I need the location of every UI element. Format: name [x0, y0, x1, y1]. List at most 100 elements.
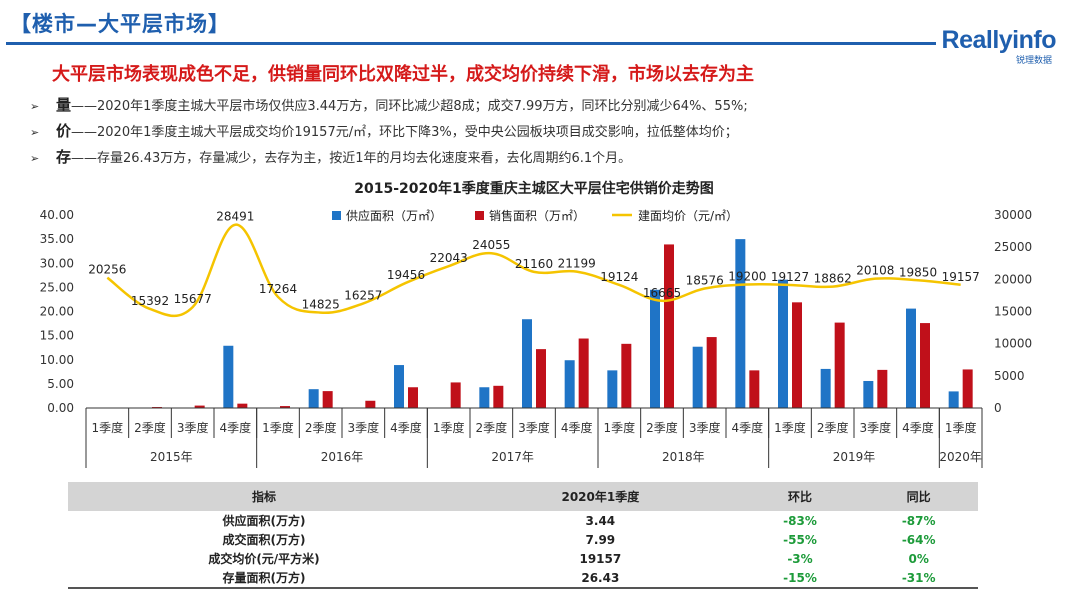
- supply-bar: [778, 279, 788, 408]
- x-tick-label: 3季度: [860, 420, 892, 435]
- row-label: 成交均价(元/平方米): [208, 552, 320, 566]
- supply-bar: [820, 368, 831, 408]
- x-tick-label: 3季度: [177, 420, 209, 435]
- price-data-label: 18576: [686, 273, 724, 287]
- x-tick-label: 4季度: [902, 420, 934, 435]
- arrow-bullet-icon: ➢: [30, 100, 40, 113]
- sales-bar: [834, 322, 845, 408]
- sales-bar: [408, 387, 418, 408]
- table-row: 供应面积(万方) 3.44 -83% -87%: [68, 511, 978, 530]
- x-group-label: 2018年: [662, 450, 705, 464]
- row-yoy: -87%: [901, 513, 936, 528]
- sales-bar: [280, 406, 290, 408]
- y-left-tick-label: 10.00: [40, 353, 74, 367]
- y-left-tick-label: 20.00: [40, 305, 74, 319]
- summary-table: 指标 2020年1季度 环比 同比 供应面积(万方) 3.44 -83% -87…: [68, 482, 978, 589]
- column-header: 同比: [859, 482, 978, 511]
- supply-bar: [479, 387, 490, 408]
- y-left-tick-label: 30.00: [40, 256, 74, 270]
- price-data-label: 16665: [643, 286, 681, 300]
- sales-bar: [706, 337, 717, 408]
- y-left-tick-label: 0.00: [47, 401, 74, 415]
- price-data-label: 28491: [216, 210, 254, 224]
- price-data-label: 20108: [856, 264, 894, 278]
- column-header: 2020年1季度: [459, 482, 741, 511]
- row-qoq: -55%: [783, 532, 817, 547]
- arrow-bullet-icon: ➢: [30, 126, 40, 139]
- price-data-label: 19456: [387, 268, 425, 282]
- y-left-tick-label: 40.00: [40, 208, 74, 222]
- sales-bar: [920, 323, 930, 408]
- supply-bar: [223, 345, 234, 408]
- row-yoy: 0%: [908, 551, 929, 566]
- bullet-price: ➢ 价——2020年1季度主城大平层成交均价19157元/㎡，环比下降3%，受中央…: [30, 119, 748, 145]
- supply-bar: [394, 365, 404, 408]
- x-tick-label: 1季度: [945, 420, 977, 435]
- price-data-label: 16257: [344, 288, 382, 302]
- price-data-label: 19127: [771, 270, 809, 284]
- legend-label: 销售面积（万㎡）: [489, 208, 585, 223]
- x-group-label: 2017年: [491, 450, 534, 464]
- supply-bar: [948, 391, 959, 408]
- supply-bar: [863, 380, 874, 408]
- bullet-text: ——2020年1季度主城大平层成交均价19157元/㎡，环比下降3%，受中央公园…: [71, 125, 738, 140]
- price-data-label: 21199: [558, 257, 596, 271]
- price-line: [106, 223, 961, 318]
- sales-bar: [450, 382, 461, 408]
- logo-subtitle: 锐理数据: [1015, 56, 1052, 66]
- price-data-label: 18862: [814, 272, 852, 286]
- row-qoq: -15%: [740, 568, 860, 589]
- price-data-label: 19850: [899, 265, 937, 279]
- bullet-key: 存: [56, 148, 72, 166]
- table-header-row: 指标 2020年1季度 环比 同比: [68, 482, 978, 511]
- bullet-volume: ➢ 量——2020年1季度主城大平层市场仅供应3.44万方，同环比减少超8成；成交…: [30, 93, 748, 119]
- supply-bar: [308, 389, 319, 408]
- chart-title: 2015-2020年1季度重庆主城区大平层住宅供销价走势图: [354, 181, 714, 197]
- bullet-key: 价: [56, 122, 72, 140]
- price-data-label: 21160: [515, 257, 553, 271]
- sales-bar: [493, 385, 504, 408]
- row-yoy: -64%: [901, 532, 936, 547]
- x-tick-label: 3季度: [518, 420, 550, 435]
- price-data-label: 19200: [728, 269, 766, 283]
- x-tick-label: 1季度: [262, 420, 294, 435]
- x-group-label: 2015年: [150, 450, 193, 464]
- arrow-bullet-icon: ➢: [30, 152, 40, 165]
- sales-bar: [237, 403, 248, 408]
- row-label: 成交面积(万方): [222, 533, 306, 547]
- row-qoq: -83%: [783, 513, 817, 528]
- x-tick-label: 4季度: [732, 420, 764, 435]
- y-left-tick-label: 25.00: [40, 280, 74, 294]
- sales-bar: [749, 370, 760, 408]
- sales-bar: [621, 343, 632, 408]
- y-right-tick-label: 30000: [994, 208, 1032, 222]
- supply-sales-price-chart: 0.00 5.00 10.00 15.00 20.00 25.00 30.00 35.00 40…: [40, 208, 1032, 468]
- sales-bar: [365, 400, 376, 408]
- row-value: 19157: [579, 551, 622, 566]
- legend-label: 建面均价（元/㎡）: [638, 209, 738, 223]
- supply-bar: [564, 360, 575, 408]
- row-label: 供应面积(万方): [222, 514, 306, 528]
- row-value: 26.43: [459, 568, 741, 589]
- row-label: 存量面积(万方): [68, 568, 460, 589]
- legend-supply-swatch: [332, 211, 341, 220]
- title-divider: [6, 42, 936, 45]
- price-data-label: 14825: [302, 298, 340, 312]
- x-tick-label: 2季度: [646, 420, 678, 435]
- price-data-label: 19124: [600, 270, 638, 284]
- bullet-list: ➢ 量——2020年1季度主城大平层市场仅供应3.44万方，同环比减少超8成；成交…: [30, 93, 748, 171]
- x-tick-label: 2季度: [305, 420, 337, 435]
- y-right-tick-label: 10000: [994, 337, 1032, 351]
- bullet-key: 量: [56, 96, 72, 114]
- x-tick-label: 1季度: [774, 420, 806, 435]
- column-header: 环比: [740, 482, 860, 511]
- x-tick-label: 4季度: [390, 420, 422, 435]
- row-value: 7.99: [585, 532, 616, 547]
- x-tick-label: 1季度: [92, 420, 124, 435]
- y-left-tick-label: 15.00: [40, 329, 74, 343]
- y-left-tick-label: 35.00: [40, 232, 74, 246]
- x-tick-label: 2季度: [476, 420, 508, 435]
- row-yoy: -31%: [859, 568, 978, 589]
- sales-bar: [194, 405, 205, 408]
- brand-logo: Reallyinfo 锐理数据: [942, 26, 1057, 66]
